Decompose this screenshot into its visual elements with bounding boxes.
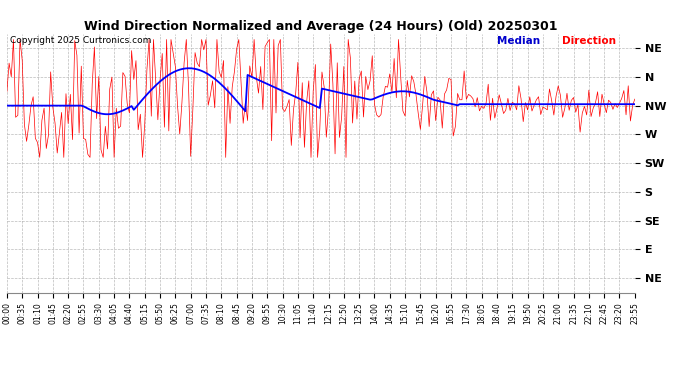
Title: Wind Direction Normalized and Average (24 Hours) (Old) 20250301: Wind Direction Normalized and Average (2… — [84, 20, 558, 33]
Text: Copyright 2025 Curtronics.com: Copyright 2025 Curtronics.com — [10, 36, 152, 45]
Text: Direction: Direction — [562, 36, 616, 46]
Text: Median: Median — [497, 36, 540, 46]
